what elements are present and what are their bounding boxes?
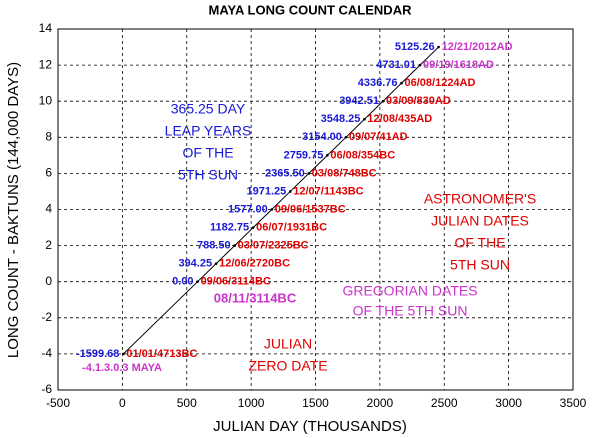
point xyxy=(437,45,440,49)
y-tick-label: 6 xyxy=(45,166,52,180)
year-label: 0.00 xyxy=(172,276,193,288)
y-tick-label: 14 xyxy=(39,21,53,35)
point xyxy=(196,280,199,284)
date-label: 09/07/41AD xyxy=(349,131,408,143)
text-block: OF THE xyxy=(182,145,233,161)
date-label: 12/06/2720BC xyxy=(219,258,290,270)
point xyxy=(233,244,236,247)
point xyxy=(344,136,348,139)
x-tick-label: -500 xyxy=(46,396,70,410)
date-label: 06/07/1931BC xyxy=(256,221,327,233)
text-block: GREGORIAN DATES xyxy=(342,283,477,299)
text-block: ZERO DATE xyxy=(248,358,327,374)
date-label: 09/19/1618AD xyxy=(423,59,494,71)
year-label: 2759.75 xyxy=(284,149,324,161)
y-tick-label: -6 xyxy=(41,382,52,396)
x-tick-label: 3000 xyxy=(495,396,522,410)
plot-frame xyxy=(57,28,574,391)
x-tick-label: 2000 xyxy=(367,396,394,410)
text-block: OF THE xyxy=(454,235,505,251)
text-block: 5TH SUN xyxy=(450,257,510,273)
text-block: 5TH SUN xyxy=(178,167,238,183)
point xyxy=(251,226,255,229)
year-label: 4336.76 xyxy=(358,77,398,89)
x-tick-label: 500 xyxy=(177,396,197,410)
x-tick-label: 1000 xyxy=(238,396,265,410)
point xyxy=(363,117,366,121)
date-label: 06/08/354BC xyxy=(330,149,395,161)
note: 08/11/3114BC xyxy=(214,290,297,305)
date-label: 01/01/4713BC xyxy=(126,348,197,360)
x-tick-label: 3500 xyxy=(560,396,587,410)
y-tick-label: 10 xyxy=(39,93,53,107)
year-label: 4731.01 xyxy=(376,59,416,71)
date-label: 03/08/748BC xyxy=(312,167,377,179)
year-label: 3154.00 xyxy=(302,131,342,143)
text-block: LEAP YEARS xyxy=(165,123,252,139)
date-label: 09/06/3114BC xyxy=(201,276,271,288)
year-label: 3942.51 xyxy=(339,95,379,107)
text-block: 365.25 DAY xyxy=(171,101,246,117)
point xyxy=(381,99,385,103)
point xyxy=(326,154,329,157)
y-tick-label: 8 xyxy=(45,129,52,143)
date-label: 12/08/435AD xyxy=(367,113,432,125)
year-label: 1971.25 xyxy=(246,185,286,197)
date-label: 06/08/1224AD xyxy=(405,77,476,89)
point xyxy=(214,262,218,265)
point xyxy=(400,81,403,85)
date-label: 03/09/830AD xyxy=(386,95,451,107)
y-axis-label: LONG COUNT - BAKTUNS (144,000 DAYS) xyxy=(5,62,22,358)
y-tick-label: 12 xyxy=(39,57,53,71)
year-label: 394.25 xyxy=(178,258,212,270)
text-block: ASTRONOMER'S xyxy=(424,191,536,207)
point xyxy=(122,352,125,356)
year-label: 1182.75 xyxy=(210,221,249,233)
x-axis-label: JULIAN DAY (THOUSANDS) xyxy=(213,418,407,435)
y-tick-label: -4 xyxy=(41,346,52,360)
date-label: 03/07/2325BC xyxy=(238,240,309,252)
year-label: 3548.25 xyxy=(321,113,361,125)
point xyxy=(307,172,311,175)
text-block: JULIAN DATES xyxy=(431,213,529,229)
point xyxy=(270,208,274,211)
point xyxy=(418,63,422,67)
text-block: OF THE 5TH SUN xyxy=(353,303,468,319)
date-label: 12/21/2012AD xyxy=(442,41,513,53)
y-tick-label: -2 xyxy=(41,310,52,324)
x-tick-label: 0 xyxy=(119,396,126,410)
point xyxy=(288,190,292,193)
x-tick-label: 2500 xyxy=(431,396,458,410)
y-tick-label: 2 xyxy=(45,238,52,252)
chart-title: MAYA LONG COUNT CALENDAR xyxy=(209,2,413,17)
year-label: -1599.68 xyxy=(76,348,119,360)
date-label: 12/07/1143BC xyxy=(293,185,363,197)
year-label: 5125.26 xyxy=(395,41,435,53)
year-label: 1577.00 xyxy=(228,203,268,215)
y-tick-label: 4 xyxy=(45,202,52,216)
year-label: 2365.50 xyxy=(265,167,305,179)
date-label: 09/06/1537BC xyxy=(275,203,346,215)
text-block: JULIAN xyxy=(264,336,312,352)
y-tick-label: 0 xyxy=(45,274,52,288)
note: -4.1.3.0.3 MAYA xyxy=(82,362,162,374)
year-label: 788.50 xyxy=(197,240,231,252)
x-tick-label: 1500 xyxy=(302,396,329,410)
